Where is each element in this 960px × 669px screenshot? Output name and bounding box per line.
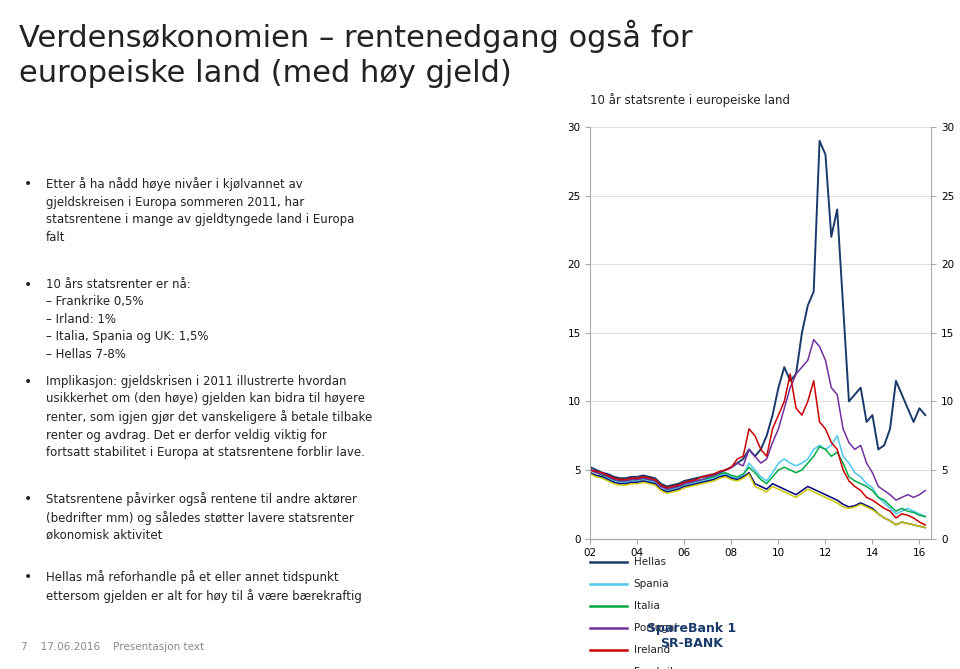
Portugal (890, 496, 901, 504)
Italia (585, 466, 596, 474)
Line: Hellas: Hellas (590, 141, 925, 486)
Text: Italia: Italia (634, 601, 660, 611)
Ireland (667, 482, 679, 490)
Frankrike (661, 488, 673, 496)
Hellas (661, 482, 673, 490)
Portugal (585, 466, 596, 474)
Portugal (837, 425, 849, 433)
Text: Hellas: Hellas (634, 557, 665, 567)
Portugal (920, 486, 931, 494)
Text: Hellas må reforhandle på et eller annet tidspunkt
ettersom gjelden er alt for hø: Hellas må reforhandle på et eller annet … (46, 570, 362, 603)
Text: SpareBank 1
SR-BANK: SpareBank 1 SR-BANK (647, 622, 735, 650)
UK (867, 506, 878, 514)
Text: Ireland: Ireland (634, 646, 670, 655)
Frankrike (667, 486, 679, 494)
Frankrike (808, 485, 820, 493)
Italia (920, 512, 931, 520)
Spania (837, 452, 849, 460)
Line: UK: UK (590, 474, 925, 528)
Line: Frankrike: Frankrike (590, 473, 925, 528)
Spania (808, 446, 820, 454)
Text: •: • (24, 492, 33, 506)
UK (585, 470, 596, 478)
Spania (831, 432, 843, 440)
Ireland (873, 500, 884, 508)
Frankrike (920, 524, 931, 532)
Frankrike (585, 469, 596, 477)
Hellas (878, 442, 890, 450)
Italia (661, 485, 673, 493)
Hellas (820, 151, 831, 159)
Italia (814, 443, 826, 451)
Text: Implikasjon: gjeldskrisen i 2011 illustrerte hvordan
usikkerhet om (den høye) gj: Implikasjon: gjeldskrisen i 2011 illustr… (46, 375, 372, 459)
Text: Statsrentene påvirker også rentene til andre aktører
(bedrifter mm) og således s: Statsrentene påvirker også rentene til a… (46, 492, 357, 542)
Text: •: • (24, 278, 33, 292)
Text: 7    17.06.2016    Presentasjon text: 7 17.06.2016 Presentasjon text (21, 642, 204, 652)
Text: Frankrike: Frankrike (634, 668, 682, 669)
Ireland (837, 466, 849, 474)
Text: Portugal: Portugal (634, 624, 677, 633)
UK (920, 524, 931, 532)
Text: 10 år statsrente i europeiske land: 10 år statsrente i europeiske land (590, 93, 790, 107)
Frankrike (867, 504, 878, 512)
Italia (873, 494, 884, 502)
UK (831, 499, 843, 507)
UK (808, 488, 820, 496)
Italia (908, 508, 920, 516)
Hellas (585, 463, 596, 471)
Spania (873, 494, 884, 502)
Ireland (585, 466, 596, 474)
Portugal (661, 485, 673, 493)
UK (908, 520, 920, 529)
Frankrike (908, 520, 920, 529)
Spania (667, 485, 679, 493)
Hellas (843, 397, 854, 405)
Ireland (814, 418, 826, 426)
Hellas (673, 480, 684, 488)
Text: •: • (24, 570, 33, 584)
Portugal (908, 494, 920, 502)
Spania (920, 512, 931, 520)
Line: Spania: Spania (590, 436, 925, 516)
Spania (908, 507, 920, 515)
Hellas (920, 411, 931, 419)
Text: 10 års statsrenter er nå:
– Frankrike 0,5%
– Irland: 1%
– Italia, Spania og UK: : 10 års statsrenter er nå: – Frankrike 0,… (46, 278, 208, 361)
Italia (667, 484, 679, 492)
Text: Spania: Spania (634, 579, 669, 589)
Text: •: • (24, 375, 33, 389)
Text: Verdensøkonomien – rentenedgang også for
europeiske land (med høy gjeld): Verdensøkonomien – rentenedgang også for… (19, 20, 693, 88)
Text: Etter å ha nådd høye nivåer i kjølvannet av
gjeldskreisen i Europa sommeren 2011: Etter å ha nådd høye nivåer i kjølvannet… (46, 177, 354, 244)
Portugal (814, 343, 826, 351)
Spania (585, 469, 596, 477)
Hellas (908, 418, 920, 426)
Ireland (661, 484, 673, 492)
Ireland (908, 514, 920, 522)
Ireland (784, 370, 796, 378)
Italia (837, 459, 849, 467)
Hellas (667, 481, 679, 489)
Portugal (667, 484, 679, 492)
Hellas (814, 137, 826, 145)
Text: •: • (24, 177, 33, 191)
Portugal (873, 482, 884, 490)
Line: Italia: Italia (590, 447, 925, 516)
Spania (661, 486, 673, 494)
UK (661, 489, 673, 497)
Line: Portugal: Portugal (590, 340, 925, 500)
UK (667, 488, 679, 496)
Ireland (920, 520, 931, 529)
Frankrike (831, 496, 843, 504)
Portugal (808, 336, 820, 344)
Italia (808, 452, 820, 460)
Line: Ireland: Ireland (590, 374, 925, 524)
